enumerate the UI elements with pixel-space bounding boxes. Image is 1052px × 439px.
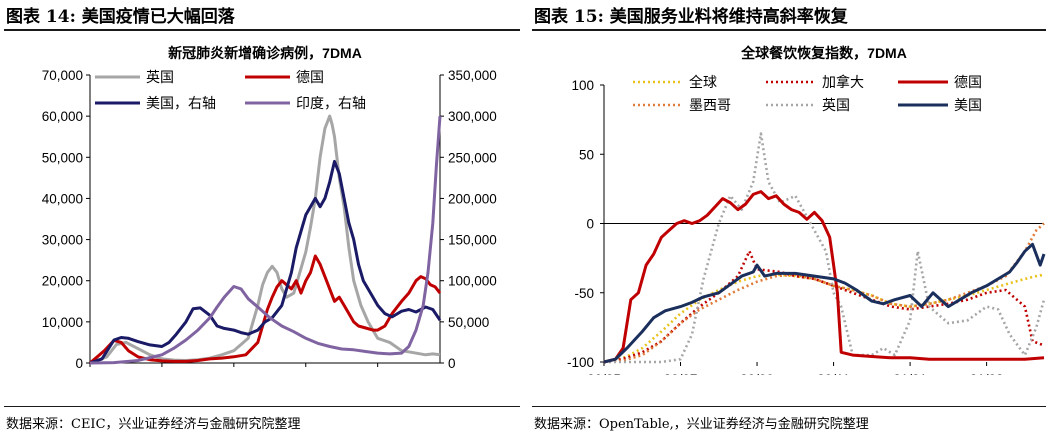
line-series-4 bbox=[604, 132, 1046, 364]
y-tick-label-left: 70,000 bbox=[42, 68, 83, 83]
y-tick-label: -50 bbox=[574, 286, 594, 301]
y-tick-label-right: 300,000 bbox=[448, 109, 497, 124]
x-tick-label: 20-12 bbox=[288, 373, 323, 375]
line-series-0 bbox=[89, 114, 441, 365]
x-tick-label: 21-03 bbox=[360, 373, 395, 375]
y-tick-label-left: 10,000 bbox=[42, 315, 83, 330]
y-tick-label-right: 250,000 bbox=[448, 150, 497, 165]
x-tick-label: 20-06 bbox=[145, 373, 180, 375]
x-tick-label: 20/11 bbox=[817, 372, 850, 375]
figure-14-panel: 图表 14: 美国疫情已大幅回落 新冠肺炎新增确诊病例，7DMA 0 10,000 2… bbox=[4, 7, 520, 432]
x-tick-label: 20/05 bbox=[587, 372, 621, 375]
x-tick-label: 20/07 bbox=[664, 372, 698, 375]
x-tick-label: 20/09 bbox=[740, 372, 774, 375]
y-tick-label-right: 0 bbox=[448, 356, 456, 371]
line-series-3 bbox=[603, 222, 1045, 364]
y-tick-label-left: 40,000 bbox=[42, 191, 83, 206]
y-tick-label-left: 0 bbox=[75, 356, 83, 371]
y-tick-label-left: 60,000 bbox=[42, 109, 83, 124]
legend-label: 英国 bbox=[822, 97, 850, 113]
bottom-rule bbox=[4, 406, 520, 407]
legend-label: 德国 bbox=[954, 74, 982, 90]
source-note: 数据来源：CEIC，兴业证券经济与金融研究院整理 bbox=[6, 417, 301, 432]
y-tick-label: 50 bbox=[579, 147, 594, 162]
chart-title: 新冠肺炎新增确诊病例，7DMA bbox=[168, 45, 362, 61]
source-note: 数据来源：OpenTable,，兴业证券经济与金融研究院整理 bbox=[534, 417, 869, 432]
legend-label: 加拿大 bbox=[822, 74, 864, 90]
line-series-1 bbox=[603, 249, 1045, 364]
bottom-rule bbox=[532, 406, 1046, 407]
line-series-3 bbox=[89, 115, 442, 365]
y-tick-label: -100 bbox=[567, 355, 594, 370]
legend-label: 墨西哥 bbox=[689, 97, 731, 113]
title-rule bbox=[532, 29, 1046, 31]
figure-15-panel: 图表 15: 美国服务业料将维持高斜率恢复 全球餐饮恢复指数，7DMA -100 -… bbox=[528, 0, 1052, 439]
x-tick-label: 20-03 bbox=[73, 373, 108, 375]
y-tick-label-right: 150,000 bbox=[448, 233, 497, 248]
y-tick-label-right: 200,000 bbox=[448, 191, 497, 206]
y-tick-label-right: 350,000 bbox=[448, 68, 497, 83]
y-tick-label-left: 30,000 bbox=[42, 233, 83, 248]
y-tick-label-right: 50,000 bbox=[448, 315, 489, 330]
x-tick-label: 21/03 bbox=[970, 372, 1004, 375]
y-tick-label: 0 bbox=[586, 217, 594, 232]
legend-label: 美国 bbox=[954, 97, 982, 113]
y-tick-label-left: 20,000 bbox=[42, 274, 83, 289]
legend-label: 全球 bbox=[689, 74, 717, 90]
legend-label: 德国 bbox=[296, 69, 324, 85]
title-rule bbox=[4, 29, 520, 31]
chart-title: 全球餐饮恢复指数，7DMA bbox=[740, 45, 907, 61]
covid-cases-chart: 新冠肺炎新增确诊病例，7DMA 0 10,000 20,000 30,000 40,000… bbox=[42, 45, 497, 375]
figure-title: 图表 15: 美国服务业料将维持高斜率恢复 bbox=[534, 7, 848, 27]
legend-label: 英国 bbox=[146, 69, 174, 85]
dining-recovery-chart: 全球餐饮恢复指数，7DMA -100 -50 0 50 100 20/05 20/07 20/0… bbox=[567, 45, 1046, 375]
line-series-2 bbox=[603, 190, 1045, 364]
line-series-1 bbox=[89, 254, 442, 365]
legend-label: 美国，右轴 bbox=[146, 95, 216, 111]
y-tick-label-left: 50,000 bbox=[42, 150, 83, 165]
line-series-2 bbox=[89, 159, 442, 365]
legend-label: 印度，右轴 bbox=[296, 95, 366, 111]
y-tick-label: 100 bbox=[571, 78, 594, 93]
x-tick-label: 21/01 bbox=[893, 372, 927, 375]
x-tick-label: 20-09 bbox=[217, 373, 252, 375]
figure-title: 图表 14: 美国疫情已大幅回落 bbox=[6, 7, 235, 27]
y-tick-label-right: 100,000 bbox=[448, 274, 497, 289]
line-series-5 bbox=[603, 242, 1046, 364]
